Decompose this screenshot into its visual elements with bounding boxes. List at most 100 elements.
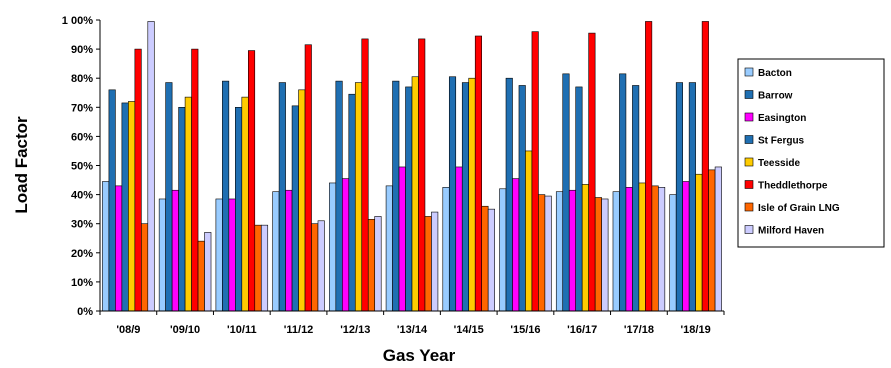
bar-easington-8	[568, 189, 576, 312]
x-axis-title: Gas Year	[383, 346, 456, 365]
y-axis-title: Load Factor	[12, 116, 31, 214]
bar-teesside-9	[638, 182, 646, 312]
x-tick-label: '11/12	[284, 324, 314, 336]
legend-label: Milford Haven	[758, 226, 824, 237]
y-tick-label: 20%	[71, 248, 93, 260]
legend-swatch	[744, 90, 754, 99]
bar-isle-of-grain-lng-4	[367, 219, 376, 312]
bar-teesside-4	[354, 82, 363, 312]
bar-st-fergus-0	[121, 102, 129, 312]
bar-st-fergus-10	[688, 82, 696, 312]
y-tick-label: 60%	[71, 131, 93, 143]
bar-bacton-9	[612, 191, 620, 312]
bar-st-fergus-4	[348, 93, 356, 312]
bar-milford-haven-6	[487, 208, 495, 312]
bar-isle-of-grain-lng-5	[424, 216, 432, 312]
bar-barrow-10	[675, 82, 683, 312]
bar-st-fergus-8	[575, 86, 583, 312]
bar-bacton-2	[215, 198, 223, 312]
bar-easington-3	[285, 189, 293, 312]
bar-isle-of-grain-lng-0	[141, 223, 149, 312]
x-tick-label: '09/10	[170, 324, 200, 336]
y-tick-label: 1 00%	[62, 15, 93, 27]
bar-easington-7	[512, 178, 520, 312]
legend-swatch	[744, 112, 754, 122]
y-tick-label: 90%	[71, 44, 93, 56]
legend-label: St Fergus	[758, 136, 805, 147]
bar-teesside-1	[184, 96, 192, 312]
legend-swatch	[744, 180, 754, 189]
bar-teesside-8	[581, 184, 589, 312]
bar-barrow-2	[222, 80, 230, 312]
bar-theddlethorpe-2	[248, 50, 256, 312]
x-tick-label: '12/13	[340, 324, 370, 336]
bar-milford-haven-5	[431, 211, 439, 312]
bar-barrow-5	[392, 80, 400, 312]
bar-teesside-10	[695, 173, 703, 312]
y-tick-label: 70%	[71, 102, 93, 114]
bar-bacton-5	[385, 185, 393, 312]
bar-barrow-9	[619, 73, 627, 312]
legend-swatch	[744, 202, 754, 212]
bar-bacton-4	[329, 182, 337, 312]
bar-isle-of-grain-lng-9	[651, 185, 659, 312]
bar-milford-haven-9	[658, 187, 666, 312]
bar-easington-1	[171, 189, 179, 312]
bar-easington-4	[342, 178, 350, 312]
bar-teesside-2	[241, 96, 249, 312]
bar-easington-6	[455, 166, 463, 312]
bar-teesside-6	[468, 77, 476, 312]
bar-theddlethorpe-3	[304, 44, 312, 312]
bar-barrow-6	[448, 76, 457, 312]
legend-label: Easington	[758, 113, 806, 124]
bar-teesside-5	[411, 76, 419, 312]
bar-theddlethorpe-5	[418, 38, 426, 312]
bar-isle-of-grain-lng-10	[708, 169, 716, 312]
bar-milford-haven-7	[544, 195, 552, 312]
bar-easington-5	[398, 166, 406, 312]
x-tick-label: '15/16	[510, 324, 540, 336]
bar-easington-0	[115, 185, 123, 312]
bar-st-fergus-9	[632, 85, 640, 312]
bar-theddlethorpe-4	[361, 38, 369, 312]
bar-isle-of-grain-lng-1	[197, 240, 205, 312]
bar-theddlethorpe-7	[531, 31, 539, 312]
bar-st-fergus-3	[291, 105, 299, 312]
bar-theddlethorpe-6	[474, 35, 482, 312]
legend-swatch	[744, 135, 754, 144]
legend-swatch	[744, 67, 754, 77]
bar-st-fergus-6	[461, 82, 470, 312]
x-tick-label: '17/18	[624, 324, 654, 336]
bar-milford-haven-8	[601, 198, 609, 312]
bar-bacton-10	[669, 194, 677, 312]
y-tick-label: 0%	[77, 306, 93, 318]
bar-bacton-3	[272, 191, 280, 312]
bar-barrow-1	[165, 82, 173, 312]
bar-teesside-0	[128, 101, 136, 312]
y-tick-label: 30%	[71, 219, 93, 231]
bar-bacton-7	[499, 188, 507, 312]
x-tick-label: '16/17	[567, 324, 597, 336]
y-tick-label: 10%	[71, 277, 93, 289]
axes	[99, 20, 724, 312]
x-tick-label: '08/9	[116, 324, 140, 336]
y-tick-label: 80%	[71, 73, 93, 85]
legend-swatch	[744, 225, 754, 234]
y-tick-label: 50%	[71, 161, 93, 173]
bar-milford-haven-10	[714, 166, 722, 312]
bar-barrow-7	[505, 77, 513, 312]
bar-isle-of-grain-lng-3	[311, 223, 319, 312]
bar-isle-of-grain-lng-2	[254, 224, 262, 312]
legend-label: Bacton	[758, 68, 792, 79]
bar-theddlethorpe-9	[645, 21, 653, 312]
bar-milford-haven-3	[317, 220, 325, 312]
bar-isle-of-grain-lng-7	[538, 194, 546, 312]
bar-st-fergus-1	[178, 107, 186, 312]
bar-theddlethorpe-8	[588, 32, 596, 312]
y-tick-label: 40%	[71, 190, 93, 202]
x-tick-label: '13/14	[397, 324, 428, 336]
bar-milford-haven-1	[204, 232, 212, 312]
bar-barrow-4	[335, 80, 343, 312]
bar-teesside-7	[525, 150, 533, 312]
